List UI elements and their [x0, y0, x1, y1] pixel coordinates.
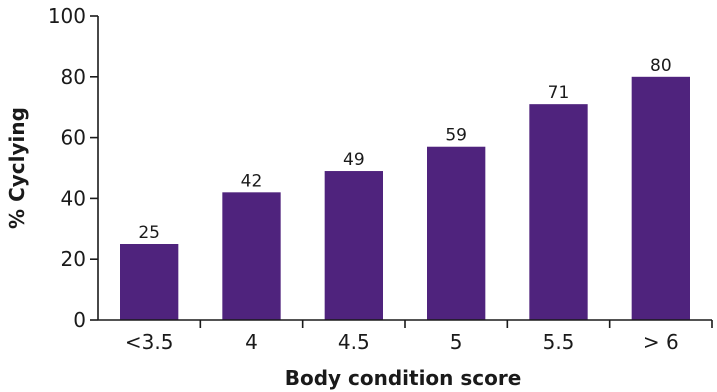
- y-tick-label: 80: [61, 65, 86, 89]
- bar-value-label: 59: [445, 126, 467, 146]
- bar: [427, 146, 486, 320]
- bar: [324, 171, 383, 320]
- x-tick-label: 4: [245, 330, 258, 354]
- bar: [222, 192, 281, 320]
- bar: [120, 244, 179, 320]
- bar-value-label: 80: [650, 56, 672, 76]
- y-axis-title: % Cyclying: [5, 107, 29, 229]
- x-tick-label: 5.5: [543, 330, 575, 354]
- bar-value-label: 49: [343, 150, 365, 170]
- x-tick-label: 5: [450, 330, 463, 354]
- bar-value-label: 42: [241, 171, 263, 191]
- data-labels: 25 42 49 59 71 80: [138, 56, 671, 243]
- x-axis-ticks: <3.5 4 4.5 5 5.5 > 6: [125, 320, 713, 354]
- y-axis-ticks: 0 20 40 60 80 100: [48, 4, 98, 332]
- y-tick-label: 20: [61, 247, 86, 271]
- y-tick-label: 100: [48, 4, 86, 28]
- x-tick-label: > 6: [643, 330, 679, 354]
- x-tick-label: <3.5: [125, 330, 174, 354]
- y-tick-label: 0: [73, 308, 86, 332]
- y-tick-label: 60: [61, 126, 86, 150]
- bar: [631, 76, 690, 320]
- bar: [529, 104, 588, 320]
- bars: [120, 76, 690, 320]
- x-tick-label: 4.5: [338, 330, 370, 354]
- y-tick-label: 40: [61, 186, 86, 210]
- bar-value-label: 25: [138, 223, 160, 243]
- x-axis-title: Body condition score: [285, 366, 522, 390]
- bar-value-label: 71: [548, 83, 570, 103]
